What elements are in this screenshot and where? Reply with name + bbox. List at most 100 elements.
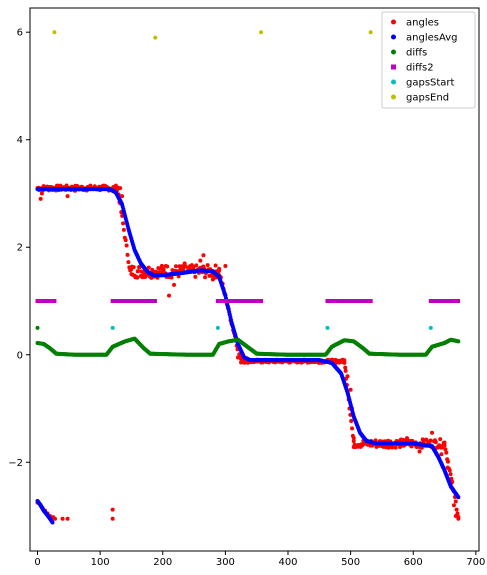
x-tick-label: 400 [278,557,297,568]
angles-point [339,359,344,364]
angles-point [354,444,359,449]
angles-point [343,368,348,373]
angles-point [390,445,395,450]
gapsstart-point [325,325,330,330]
y-tick-label: 6 [17,28,23,39]
diffs2-point [368,299,373,304]
x-tick-label: 500 [341,557,360,568]
diffs-point [35,325,40,330]
angles-point [349,419,354,424]
angles-point [123,238,128,243]
legend-marker [391,94,396,100]
angles-point [65,516,70,521]
angles-point [446,459,451,464]
diffs2-point [152,299,157,304]
angles-point [439,452,444,457]
legend-marker [391,64,396,70]
gapsend-point [368,30,373,35]
angles-point [213,263,218,268]
angles-point [193,274,198,279]
angles-point [386,445,391,450]
angles-point [417,449,422,454]
angles-point [400,437,405,442]
angles-point [135,269,140,274]
angles-point [242,359,247,364]
angles-point [172,282,177,287]
angles-point [126,260,131,265]
angles-point [146,265,151,270]
angles-point [210,277,215,282]
x-tick-label: 0 [34,557,40,568]
angles-point [444,450,449,455]
angles-point [443,447,448,452]
y-tick-label: 2 [17,243,23,254]
angles-point [223,264,228,269]
x-tick-label: 300 [216,557,235,568]
angles-point [351,436,356,441]
angles-point [442,440,447,445]
angles-point [235,355,240,360]
x-tick-label: 100 [91,557,110,568]
angles-point [39,191,44,196]
axes-frame [29,7,480,552]
angles-point [160,269,165,274]
gapsend-point [52,30,57,35]
angles-point [350,426,355,431]
angles-point [201,253,206,258]
angles-point [351,439,356,444]
angles-point [203,275,208,280]
angles-point [205,263,210,268]
legend-label: anglesAvg [406,33,457,44]
angles-point [58,183,63,188]
angles-point [217,266,222,271]
legend-label: gapsEnd [406,93,449,104]
diffs-point [456,339,461,344]
angles-point [456,516,461,521]
angles-point [438,437,443,442]
axes: 0 100 200 300 400 500 600 700 −2 0 2 4 6 [8,7,485,568]
angles-point [120,194,125,199]
plot-area [35,30,461,525]
y-tick-label: 4 [17,135,23,146]
gapsstart-point [428,325,433,330]
angles-point [65,194,70,199]
angles-point [129,272,134,277]
angles-point [135,275,140,280]
angles-point [453,514,458,519]
gapsend-point [153,35,158,40]
legend-box [381,11,476,109]
x-tick-label: 200 [153,557,172,568]
diffs2-point [52,299,57,304]
angles-point [167,293,172,298]
angles-point [449,476,454,481]
diffs2-point [259,299,264,304]
angles-point [433,440,438,445]
y-tick-label: 0 [17,350,23,361]
angles-point [430,430,435,435]
angles-point [404,436,409,441]
angles-point [348,387,353,392]
anglesavg-point [456,495,461,500]
diffs2-point [456,299,461,304]
legend: angles anglesAvg diffs diffs2 gapsStart gapsE… [381,11,476,109]
gapsstart-point [215,325,220,330]
angles-point [169,275,174,280]
angles-point [118,186,123,191]
legend-marker [391,34,396,40]
angles-point [131,265,136,270]
angles-point [194,263,199,268]
angles-point [125,252,130,257]
legend-label: gapsStart [406,78,455,89]
angles-point [60,516,65,521]
legend-marker [391,79,396,85]
angles-point [393,445,398,450]
angles-point [453,499,458,504]
angles-point [451,503,456,508]
angles-point [442,443,447,448]
angles-point [38,196,43,201]
angles-point [428,438,433,443]
angles-point [398,445,403,450]
angles-point [343,365,348,370]
angles-point [448,472,453,477]
